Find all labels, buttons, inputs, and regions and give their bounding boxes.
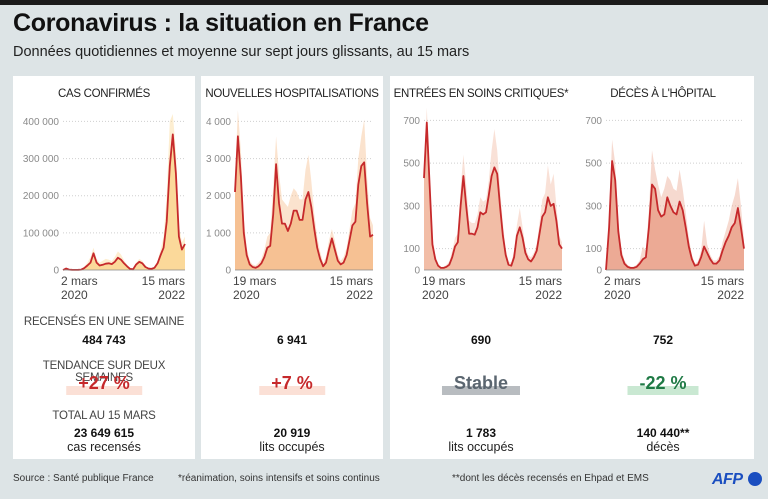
y-tick-label: 4 000 [206, 117, 231, 128]
y-tick-label: 0 [596, 266, 602, 277]
trend-value: +7 % [271, 373, 313, 393]
total-value: 20 919 [273, 426, 311, 440]
y-tick-label: 0 [414, 266, 420, 277]
x-start-label: 19 mars [233, 274, 276, 288]
weekly-label: RECENSÉS EN UNE SEMAINE [23, 316, 185, 328]
x-end-label: 15 mars [330, 274, 373, 288]
x-start-label: 2 mars [604, 274, 641, 288]
weekly-value: 752 [652, 333, 674, 347]
daily-area [606, 139, 744, 270]
x-start-label: 2 mars [61, 274, 98, 288]
seven-day-average-line [605, 160, 745, 271]
panel-title: CAS CONFIRMÉS [58, 88, 150, 100]
weekly-value: 6 941 [276, 333, 308, 347]
total-label: TOTAL AU 15 MARS [52, 410, 156, 422]
trend-badge: -22 % [627, 373, 699, 395]
y-tick-label: 300 [585, 201, 602, 212]
y-tick-label: 400 000 [23, 117, 60, 128]
y-tick-label: 100 [403, 244, 420, 255]
panel-title: ENTRÉES EN SOINS CRITIQUES* [393, 88, 569, 100]
trend-badge: Stable [441, 373, 521, 395]
y-tick-label: 0 [53, 266, 59, 277]
x-start-year: 2020 [422, 288, 449, 302]
y-tick-label: 300 000 [23, 154, 60, 165]
panel-0: CAS CONFIRMÉS 0 100 000 200 000 300 000 400 0… [13, 76, 195, 459]
y-tick-label: 2 000 [206, 191, 231, 202]
x-start-year: 2020 [61, 288, 88, 302]
trend-label: TENDANCE SUR DEUX SEMAINES [42, 360, 166, 384]
trend-value: +27 % [78, 373, 130, 393]
y-tick-label: 300 [403, 201, 420, 212]
chart-1: 0 1 000 2 000 3 000 4 000 19 mars 2020 15 mars 2… [201, 106, 383, 306]
chart-3: 0 100 300 500 700 2 mars 2020 15 mars 2022 [572, 106, 754, 306]
panel-title: DÉCÈS À L'HÔPITAL [610, 88, 716, 100]
y-tick-label: 0 [225, 266, 231, 277]
trend-value: Stable [453, 373, 509, 393]
panel-2: ENTRÉES EN SOINS CRITIQUES* 0 100 300 500 700… [390, 76, 572, 459]
seven-day-average-line [234, 135, 374, 269]
chart-2: 0 100 300 500 700 19 mars 2020 15 mars 2022 [390, 106, 572, 306]
avg-area [606, 161, 744, 270]
x-end-label: 15 mars [519, 274, 562, 288]
y-tick-label: 3 000 [206, 154, 231, 165]
panel-title: NOUVELLES HOSPITALISATIONS [205, 88, 379, 100]
x-start-label: 19 mars [422, 274, 465, 288]
footnote-icu: *réanimation, soins intensifs et soins c… [178, 473, 380, 484]
y-tick-label: 100 [585, 244, 602, 255]
weekly-value: 484 743 [82, 333, 126, 347]
x-start-year: 2020 [233, 288, 260, 302]
y-tick-label: 700 [585, 116, 602, 127]
total-unit: cas recensés [67, 440, 141, 454]
x-end-label: 15 mars [142, 274, 185, 288]
x-end-year: 2022 [346, 288, 373, 302]
page-title: Coronavirus : la situation en France [13, 9, 429, 37]
y-tick-label: 500 [585, 159, 602, 170]
total-value: 23 649 615 [73, 426, 135, 440]
afp-logo-dot [748, 472, 762, 486]
weekly-value: 690 [470, 333, 492, 347]
y-tick-label: 200 000 [23, 191, 60, 202]
trend-badge: +7 % [259, 373, 325, 395]
footnote-deaths: **dont les décès recensés en Ehpad et EM… [452, 473, 649, 484]
avg-area [63, 134, 185, 270]
y-tick-label: 1 000 [206, 228, 231, 239]
y-tick-label: 500 [403, 159, 420, 170]
avg-area [424, 122, 562, 270]
x-end-label: 15 mars [701, 274, 744, 288]
seven-day-average-line [423, 121, 563, 269]
trend-value: -22 % [639, 373, 687, 393]
top-bar [0, 0, 768, 5]
total-unit: lits occupés [259, 440, 325, 454]
y-tick-label: 100 000 [23, 228, 60, 239]
page-subtitle: Données quotidiennes et moyenne sur sept… [13, 44, 470, 60]
total-unit: décès [646, 440, 680, 454]
x-end-year: 2022 [535, 288, 562, 302]
x-end-year: 2022 [717, 288, 744, 302]
afp-logo: AFP [712, 471, 743, 488]
chart-0: 0 100 000 200 000 300 000 400 000 2 mars 2020 1… [13, 106, 195, 306]
seven-day-average-line [62, 133, 186, 271]
trend-badge: +27 % [66, 373, 142, 395]
panel-3: DÉCÈS À L'HÔPITAL 0 100 300 500 700 2 mars 2020… [572, 76, 754, 459]
y-tick-label: 700 [403, 116, 420, 127]
avg-area [235, 136, 373, 270]
daily-area [235, 110, 373, 270]
total-unit: lits occupés [448, 440, 514, 454]
source-note: Source : Santé publique France [13, 473, 154, 484]
total-value: 1 783 [465, 426, 497, 440]
panel-1: NOUVELLES HOSPITALISATIONS 0 1 000 2 000 3 0… [201, 76, 383, 459]
x-end-year: 2022 [158, 288, 185, 302]
total-value: 140 440** [636, 426, 690, 440]
x-start-year: 2020 [604, 288, 631, 302]
